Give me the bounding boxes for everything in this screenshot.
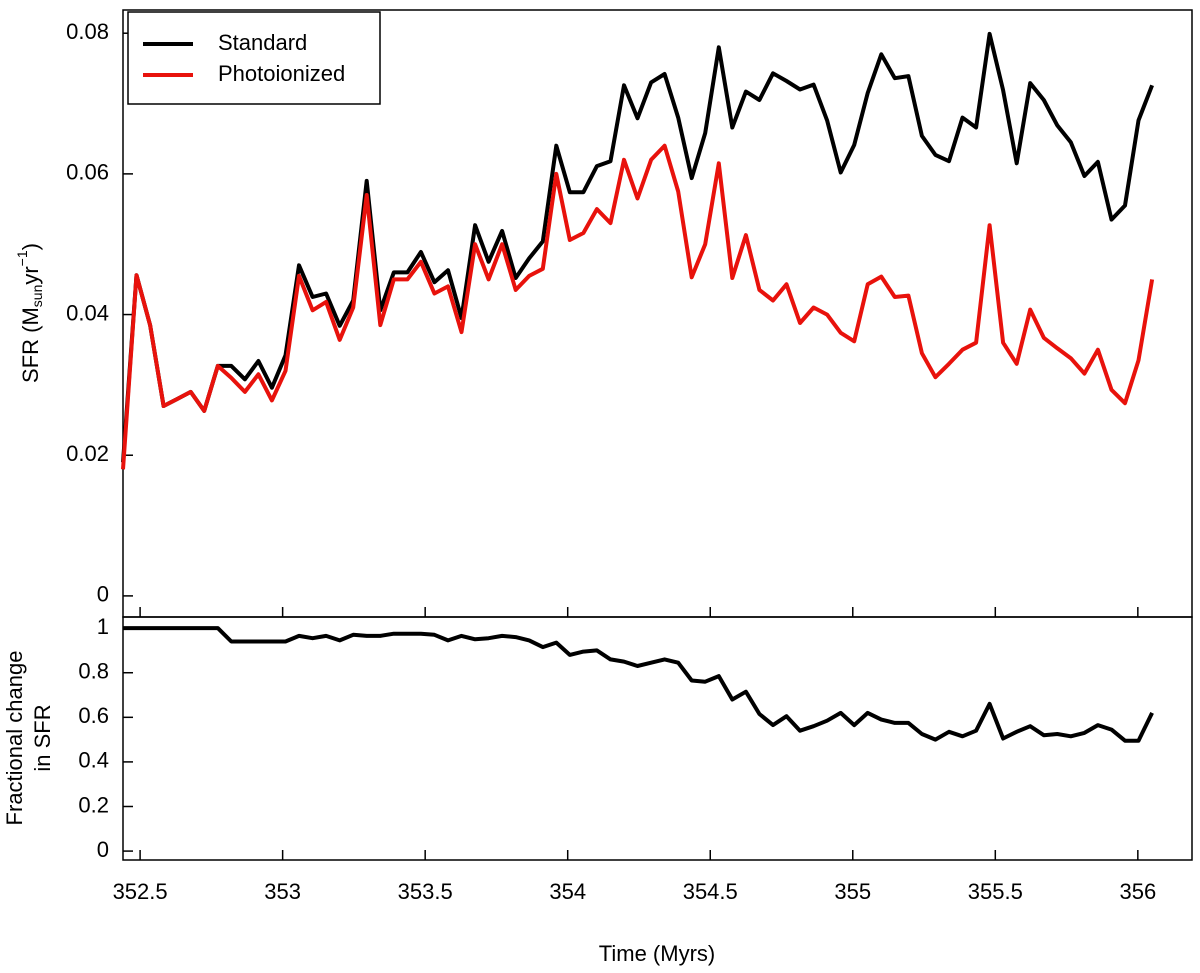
y-label-sup: −1 — [14, 250, 30, 266]
y-tick-label: 0.8 — [78, 659, 109, 684]
legend-box — [127, 11, 381, 105]
y-tick-label: 0.2 — [78, 792, 109, 817]
legend-label: Standard — [218, 30, 307, 55]
y-tick-label: 0.04 — [66, 300, 109, 325]
y-tick-label: 0.4 — [78, 748, 109, 773]
x-axis-label: Time (Myrs) — [599, 941, 716, 966]
x-tick-label: 356 — [1119, 879, 1156, 904]
y-axis-label: in SFR — [30, 704, 55, 771]
x-tick-label: 354 — [549, 879, 586, 904]
y-tick-label: 0.08 — [66, 19, 109, 44]
x-tick-label: 354.5 — [683, 879, 738, 904]
y-tick-label: 0.02 — [66, 441, 109, 466]
y-label-sub: sun — [29, 285, 45, 308]
y-axis-label: Fractional change — [2, 651, 27, 826]
y-tick-label: 0 — [97, 837, 109, 862]
plot-frame — [122, 616, 1193, 861]
y-tick-label: 0.06 — [66, 160, 109, 185]
y-label-text: SFR (M — [18, 307, 43, 383]
series-line — [123, 626, 1154, 743]
x-tick-label: 355.5 — [968, 879, 1023, 904]
legend-label: Photoionized — [218, 61, 345, 86]
x-tick-label: 352.5 — [113, 879, 168, 904]
series-line — [121, 143, 1155, 470]
x-tick-label: 355 — [834, 879, 871, 904]
y-tick-label: 0.6 — [78, 703, 109, 728]
x-tick-label: 353.5 — [398, 879, 453, 904]
y-label-mid: yr — [18, 266, 43, 284]
y-tick-label: 1 — [97, 614, 109, 639]
x-tick-label: 353 — [264, 879, 301, 904]
y-tick-label: 0 — [97, 582, 109, 607]
y-label-end: ) — [18, 243, 43, 250]
y-axis-label: SFR (Msunyr−1) — [14, 243, 45, 383]
